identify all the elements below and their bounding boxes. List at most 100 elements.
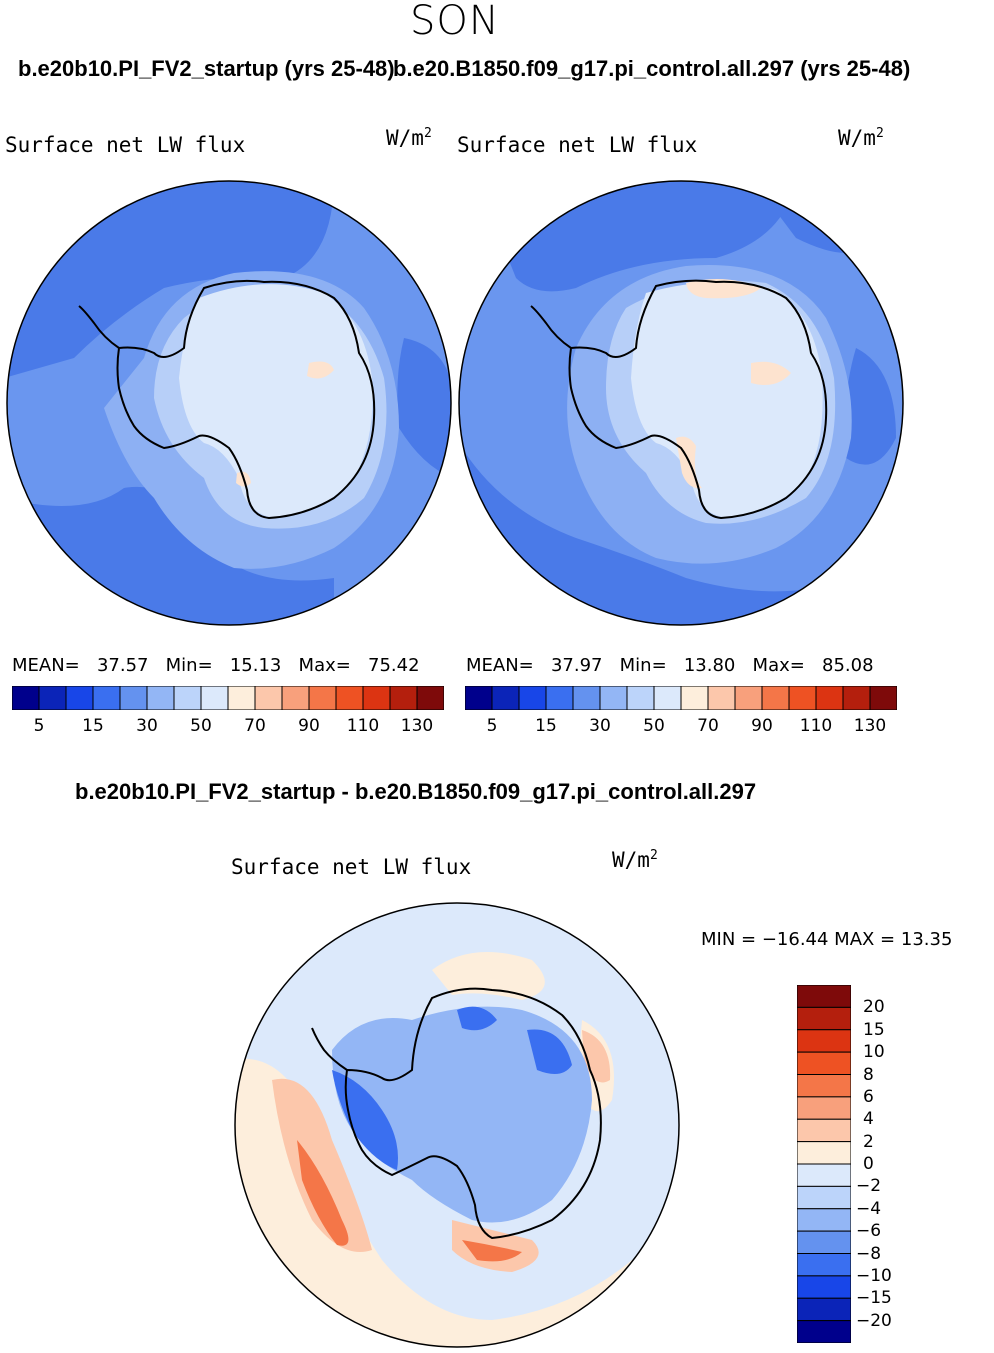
right-variable-label: Surface net LW flux xyxy=(457,133,698,157)
colorbar-swatch xyxy=(761,686,790,710)
diff-units-label: W/m2 xyxy=(612,848,658,872)
coastline xyxy=(568,279,828,520)
dark-ocean-patch xyxy=(397,338,451,478)
colorbar-tick-label: 10 xyxy=(863,1042,885,1063)
colorbar-swatch xyxy=(626,686,655,710)
colorbar-tick-label: 0 xyxy=(863,1154,874,1174)
colorbar-swatch xyxy=(599,686,628,710)
difference-title: b.e20b10.PI_FV2_startup - b.e20.B1850.f0… xyxy=(75,779,757,804)
colorbar-swatch xyxy=(797,1118,851,1143)
colorbar-swatch xyxy=(797,1029,851,1053)
colorbar-swatch xyxy=(281,686,310,710)
diff-hot-region xyxy=(462,1240,522,1262)
colorbar-tick-label: 90 xyxy=(298,716,320,736)
colorbar-swatch xyxy=(92,686,121,710)
colorbar-tick-label: 30 xyxy=(589,716,611,736)
colorbar-swatch xyxy=(797,1051,851,1075)
colorbar-swatch xyxy=(797,985,851,1008)
right-stats: MEAN= 37.97 Min= 13.80 Max= 85.08 xyxy=(466,655,874,676)
colorbar-tick-label: 6 xyxy=(863,1086,874,1107)
left-variable-label: Surface net LW flux xyxy=(5,133,246,157)
colorbar-swatch xyxy=(797,1141,851,1165)
season-title: SON xyxy=(410,0,500,44)
colorbar-swatch xyxy=(797,1006,851,1031)
colorbar-swatch xyxy=(518,686,547,710)
colorbar-swatch xyxy=(416,686,444,710)
colorbar-tick-label: −15 xyxy=(856,1288,892,1309)
right-units-label: W/m2 xyxy=(838,126,884,150)
colorbar-tick-label: −2 xyxy=(856,1176,882,1197)
dark-ocean-patch xyxy=(459,438,903,625)
colorbar-swatch xyxy=(254,686,283,710)
colorbar-swatch xyxy=(815,686,844,710)
colorbar-swatch xyxy=(465,686,493,710)
colorbar-swatch xyxy=(227,686,256,710)
colorbar-tick-label: 50 xyxy=(643,716,665,736)
colorbar-tick-label: 15 xyxy=(82,716,104,736)
colorbar-swatch xyxy=(797,1208,851,1232)
colorbar-swatch xyxy=(335,686,364,710)
colorbar-swatch xyxy=(65,686,94,710)
colorbar-tick-label: 4 xyxy=(863,1109,874,1130)
colorbar-tick-label: 70 xyxy=(697,716,719,736)
colorbar-swatch xyxy=(545,686,574,710)
left-polar-map xyxy=(6,180,452,626)
diff-minmax: MIN = −16.44 MAX = 13.35 xyxy=(701,929,953,950)
peninsula-coast xyxy=(530,305,572,349)
left-colorbar xyxy=(12,686,444,710)
colorbar-swatch xyxy=(797,1230,851,1254)
dark-ocean-patch xyxy=(844,348,896,465)
diff-hot-region xyxy=(297,1140,349,1246)
colorbar-tick-label: 15 xyxy=(863,1019,885,1040)
left-units-label: W/m2 xyxy=(386,126,432,150)
colorbar-tick-label: 15 xyxy=(535,716,557,736)
colorbar-swatch xyxy=(12,686,40,710)
diff-mid-region xyxy=(272,1078,372,1252)
colorbar-swatch xyxy=(788,686,817,710)
peninsula-coast xyxy=(78,305,120,349)
colorbar-swatch xyxy=(707,686,736,710)
colorbar-swatch xyxy=(797,1275,851,1299)
colorbar-swatch xyxy=(308,686,337,710)
coastline xyxy=(344,987,602,1240)
colorbar-swatch xyxy=(842,686,871,710)
diff-cold-region xyxy=(527,1029,572,1074)
left-stats: MEAN= 37.57 Min= 15.13 Max= 75.42 xyxy=(12,655,420,676)
colorbar-swatch xyxy=(797,1163,851,1187)
antarctic-continent xyxy=(179,284,373,518)
colorbar-tick-label: 110 xyxy=(799,716,833,736)
colorbar-swatch xyxy=(146,686,175,710)
case-b-title: b.e20.B1850.f09_g17.pi_control.all.297 (… xyxy=(393,56,911,81)
diff-polar-map xyxy=(234,902,680,1348)
colorbar-tick-label: −10 xyxy=(856,1265,892,1286)
diff-cold-region xyxy=(332,1070,398,1170)
colorbar-swatch xyxy=(572,686,601,710)
colorbar-swatch xyxy=(389,686,418,710)
colorbar-swatch xyxy=(734,686,763,710)
colorbar-tick-label: 70 xyxy=(244,716,266,736)
colorbar-swatch xyxy=(797,1074,851,1098)
colorbar-tick-label: 130 xyxy=(400,716,434,736)
colorbar-swatch xyxy=(491,686,520,710)
colorbar-swatch xyxy=(119,686,148,710)
diff-cold-region xyxy=(457,1006,497,1031)
warm-patch xyxy=(751,361,791,386)
colorbar-tick-label: 20 xyxy=(863,997,885,1018)
colorbar-swatch xyxy=(173,686,202,710)
warm-patch xyxy=(307,361,334,379)
colorbar-tick-label: 50 xyxy=(190,716,212,736)
colorbar-tick-label: 130 xyxy=(853,716,887,736)
colorbar-tick-label: −6 xyxy=(856,1221,882,1242)
colorbar-tick-label: 90 xyxy=(751,716,773,736)
colorbar-swatch xyxy=(362,686,391,710)
antarctic-continent xyxy=(631,282,823,518)
left-colorbar-ticks: 5 15 30 50 70 90 110 130 xyxy=(12,716,444,740)
colorbar-tick-label: 8 xyxy=(863,1064,874,1085)
coastline xyxy=(116,279,376,520)
colorbar-tick-label: 5 xyxy=(486,716,498,736)
right-colorbar xyxy=(465,686,897,710)
diff-colorbar xyxy=(797,985,851,1343)
colorbar-swatch xyxy=(797,1320,851,1343)
colorbar-swatch xyxy=(797,1253,851,1277)
colorbar-tick-label: 30 xyxy=(136,716,158,736)
